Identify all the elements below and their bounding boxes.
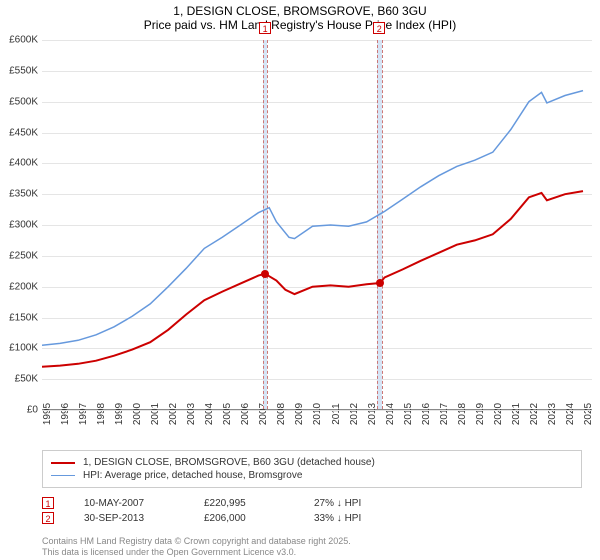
y-tick-label: £150K	[0, 312, 38, 323]
y-tick-label: £550K	[0, 65, 38, 76]
y-tick-label: £500K	[0, 96, 38, 107]
y-tick-label: £300K	[0, 220, 38, 231]
legend-swatch	[51, 475, 75, 476]
y-tick-label: £250K	[0, 250, 38, 261]
sale-date: 30-SEP-2013	[84, 513, 174, 524]
legend-label: HPI: Average price, detached house, Brom…	[83, 470, 302, 481]
sale-marker-icon: 2	[42, 512, 54, 524]
band-marker-icon: 1	[259, 22, 271, 34]
sales-table: 1 10-MAY-2007 £220,995 27% ↓ HPI 2 30-SE…	[42, 494, 361, 527]
chart-container: 1, DESIGN CLOSE, BROMSGROVE, B60 3GU Pri…	[0, 0, 600, 560]
line-svg	[42, 40, 592, 410]
y-tick-label: £450K	[0, 127, 38, 138]
sale-date: 10-MAY-2007	[84, 498, 174, 509]
sale-row: 2 30-SEP-2013 £206,000 33% ↓ HPI	[42, 512, 361, 524]
attribution-line: Contains HM Land Registry data © Crown c…	[42, 536, 351, 547]
title-block: 1, DESIGN CLOSE, BROMSGROVE, B60 3GU Pri…	[0, 0, 600, 34]
attribution-line: This data is licensed under the Open Gov…	[42, 547, 351, 558]
title-subtitle: Price paid vs. HM Land Registry's House …	[0, 18, 600, 32]
sale-delta: 33% ↓ HPI	[314, 513, 361, 524]
attribution-text: Contains HM Land Registry data © Crown c…	[42, 536, 351, 558]
y-tick-label: £0	[0, 405, 38, 416]
y-tick-label: £50K	[0, 374, 38, 385]
sale-price: £220,995	[204, 498, 284, 509]
chart-area: £0£50K£100K£150K£200K£250K£300K£350K£400…	[42, 40, 592, 410]
sale-marker-icon: 1	[42, 497, 54, 509]
sale-row: 1 10-MAY-2007 £220,995 27% ↓ HPI	[42, 497, 361, 509]
y-tick-label: £400K	[0, 158, 38, 169]
series-line-hpi	[42, 91, 583, 346]
legend-label: 1, DESIGN CLOSE, BROMSGROVE, B60 3GU (de…	[83, 457, 375, 468]
y-tick-label: £200K	[0, 281, 38, 292]
y-tick-label: £350K	[0, 189, 38, 200]
y-tick-label: £600K	[0, 35, 38, 46]
sale-price: £206,000	[204, 513, 284, 524]
band-marker-icon: 2	[373, 22, 385, 34]
title-address: 1, DESIGN CLOSE, BROMSGROVE, B60 3GU	[0, 4, 600, 18]
legend-item: HPI: Average price, detached house, Brom…	[51, 470, 573, 481]
legend-swatch	[51, 462, 75, 464]
legend-box: 1, DESIGN CLOSE, BROMSGROVE, B60 3GU (de…	[42, 450, 582, 488]
legend-item: 1, DESIGN CLOSE, BROMSGROVE, B60 3GU (de…	[51, 457, 573, 468]
y-gridline	[42, 410, 592, 411]
sale-delta: 27% ↓ HPI	[314, 498, 361, 509]
y-tick-label: £100K	[0, 343, 38, 354]
sale-point-dot	[376, 279, 384, 287]
sale-point-dot	[261, 270, 269, 278]
series-line-price_paid	[42, 191, 583, 367]
